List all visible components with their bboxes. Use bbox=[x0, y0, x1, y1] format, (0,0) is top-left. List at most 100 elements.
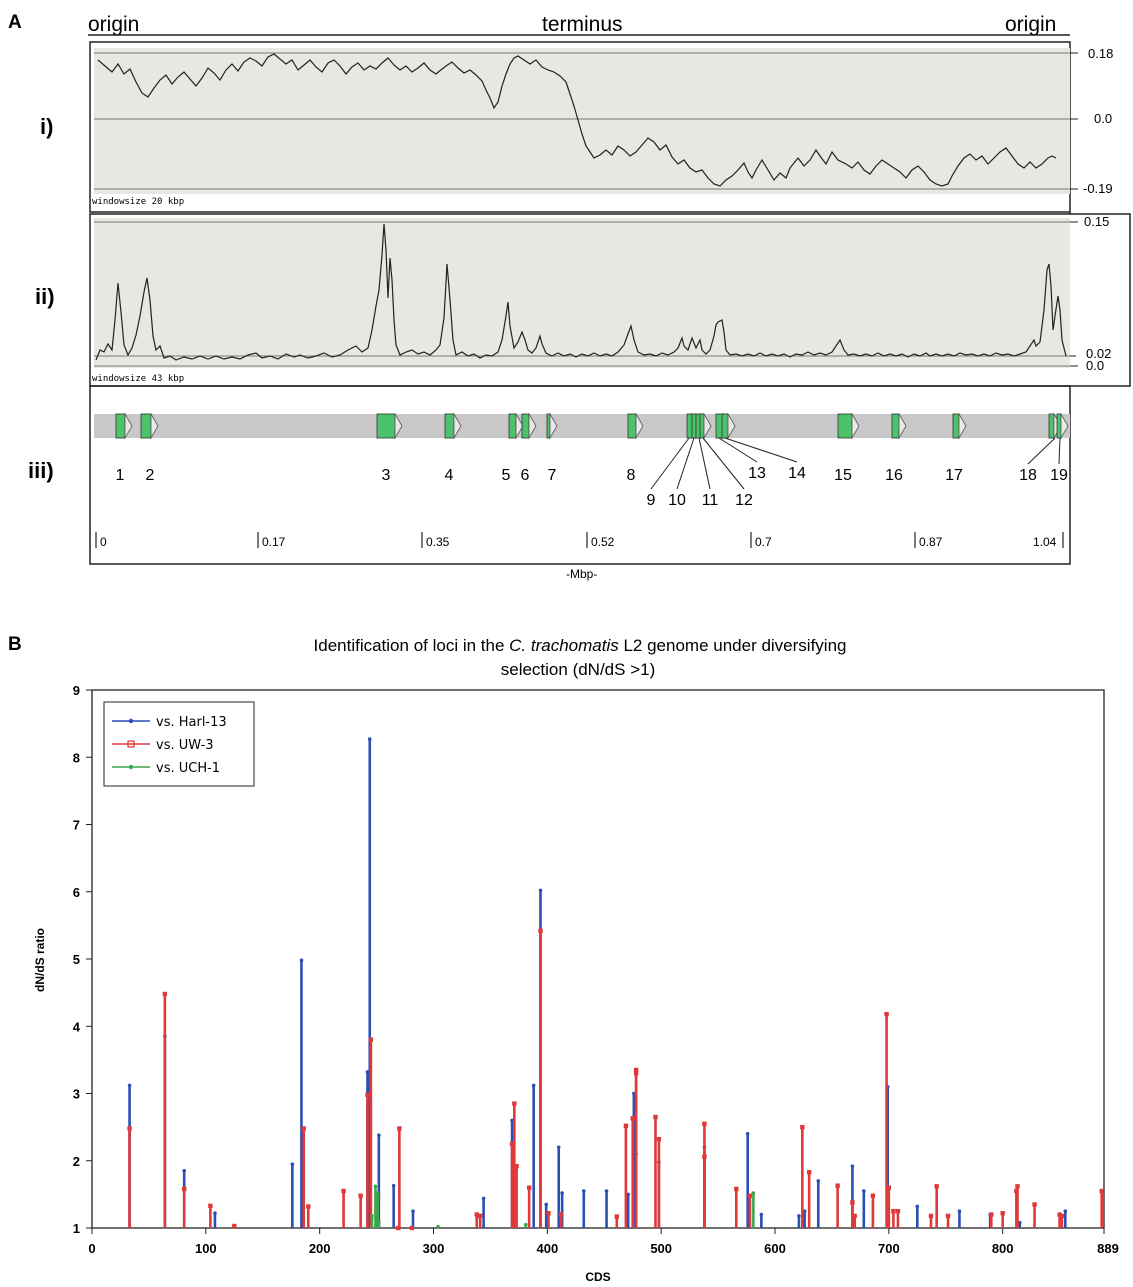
gene-block-16 bbox=[891, 413, 900, 439]
marker-1-14 bbox=[474, 1212, 479, 1217]
gene-arrow-7 bbox=[549, 412, 558, 440]
marker-0-37 bbox=[1063, 1209, 1068, 1213]
marker-1-9 bbox=[365, 1092, 370, 1098]
gc-skew-curve bbox=[97, 53, 1057, 187]
y-tick-label-5: 5 bbox=[73, 952, 80, 967]
legend-marker-2 bbox=[128, 764, 134, 770]
marker-1-41 bbox=[886, 1185, 892, 1190]
marker-1-45 bbox=[934, 1184, 939, 1189]
chart-plot-area bbox=[91, 689, 1105, 1229]
track-ii-plot bbox=[94, 218, 1070, 368]
gene-label-12: 12 bbox=[735, 492, 753, 509]
chart-legend: vs. Harl-13 vs. UW-3 vs. UCH-1 bbox=[103, 701, 255, 787]
gene-arrow-2 bbox=[150, 412, 159, 440]
marker-0-17 bbox=[560, 1191, 564, 1195]
marker-0-27 bbox=[797, 1214, 801, 1218]
marker-2-4 bbox=[436, 1224, 440, 1229]
row-label-ii: ii) bbox=[35, 284, 55, 309]
gene-label-16: 16 bbox=[885, 467, 903, 484]
gene-label-17: 17 bbox=[945, 467, 963, 484]
gene-block-8 bbox=[627, 413, 637, 439]
track-i-tick-top: 0.18 bbox=[1088, 46, 1113, 61]
marker-1-5 bbox=[301, 1126, 306, 1131]
chart-y-label: dN/dS ratio bbox=[33, 928, 47, 992]
gene-block-3 bbox=[376, 413, 396, 439]
marker-2-2 bbox=[375, 1191, 380, 1195]
marker-1-40 bbox=[884, 1011, 889, 1017]
marker-1-53 bbox=[1059, 1213, 1065, 1219]
marker-0-16 bbox=[556, 1145, 561, 1150]
mbp-tick-label-0: 0 bbox=[100, 535, 107, 549]
marker-1-3 bbox=[208, 1203, 213, 1209]
x-tick-label-200: 200 bbox=[309, 1241, 331, 1256]
marker-2-3 bbox=[377, 1219, 381, 1224]
genome-bar bbox=[94, 414, 1070, 438]
x-tick-label-400: 400 bbox=[536, 1241, 558, 1256]
marker-0-30 bbox=[850, 1164, 855, 1168]
marker-0-11 bbox=[481, 1196, 486, 1201]
gene-label-8: 8 bbox=[627, 467, 636, 484]
marker-1-27 bbox=[633, 1071, 639, 1076]
marker-1-49 bbox=[1015, 1184, 1020, 1189]
mbp-tick-label-5: 0.87 bbox=[919, 535, 943, 549]
marker-0-33 bbox=[915, 1204, 920, 1209]
gene-leader-18 bbox=[1027, 437, 1056, 465]
x-tick-label-700: 700 bbox=[878, 1241, 900, 1256]
marker-0-20 bbox=[626, 1192, 630, 1197]
marker-1-23 bbox=[614, 1214, 619, 1219]
x-tick-label-600: 600 bbox=[764, 1241, 786, 1256]
gene-block-4 bbox=[444, 413, 455, 439]
marker-1-32 bbox=[734, 1186, 739, 1192]
marker-1-4 bbox=[232, 1223, 237, 1229]
gene-arrow-5 bbox=[515, 412, 524, 440]
marker-1-35 bbox=[806, 1169, 812, 1175]
gene-label-2: 2 bbox=[146, 467, 155, 484]
track-ii-tick-top: 0.15 bbox=[1084, 214, 1109, 229]
track-iii-frame bbox=[89, 385, 1071, 565]
marker-0-6 bbox=[365, 1070, 370, 1074]
gene-arrow-15 bbox=[851, 412, 860, 440]
gene-label-18: 18 bbox=[1019, 467, 1037, 484]
marker-1-13 bbox=[409, 1225, 415, 1231]
gene-arrow-1 bbox=[124, 412, 133, 440]
marker-1-36 bbox=[835, 1183, 840, 1188]
marker-1-22 bbox=[558, 1212, 564, 1217]
marker-1-50 bbox=[1014, 1188, 1019, 1194]
gene-label-4: 4 bbox=[445, 467, 454, 484]
marker-1-15 bbox=[477, 1213, 483, 1219]
gene-leader-11 bbox=[698, 437, 711, 490]
marker-0-9 bbox=[391, 1183, 396, 1188]
gene-label-13: 13 bbox=[748, 465, 766, 482]
marker-1-34 bbox=[800, 1124, 805, 1130]
mbp-tick-label-4: 0.7 bbox=[755, 535, 772, 549]
chart-axes: 1 2 3 4 5 6 7 8 9 0 100 200 300 400 500 600 700 800 889 bbox=[73, 683, 1119, 1256]
gene-leader-10 bbox=[676, 437, 695, 490]
gene-block-19 bbox=[1056, 413, 1062, 439]
x-tick-label-0: 0 bbox=[88, 1241, 95, 1256]
gene-block-9 bbox=[686, 413, 693, 439]
legend-marker-0 bbox=[128, 718, 134, 724]
mbp-scale: 0 0.17 0.35 0.52 0.7 0.87 1.04 bbox=[95, 532, 1064, 549]
marker-1-17 bbox=[512, 1101, 517, 1106]
gene-block-1 bbox=[115, 413, 126, 439]
track-ii-tick-bottom: 0.0 bbox=[1086, 358, 1104, 373]
gene-block-10 bbox=[691, 413, 697, 439]
track-i-tick-zero: 0.0 bbox=[1094, 111, 1112, 126]
track-i-plot bbox=[94, 48, 1070, 194]
gene-leader-19 bbox=[1058, 437, 1061, 465]
y-tick-label-1: 1 bbox=[73, 1221, 80, 1236]
series-2 bbox=[370, 1184, 756, 1229]
marker-1-42 bbox=[891, 1208, 896, 1214]
marker-0-25 bbox=[745, 1132, 750, 1136]
legend-label-0: vs. Harl-13 bbox=[156, 715, 227, 730]
marker-0-28 bbox=[802, 1209, 807, 1213]
marker-2-0 bbox=[370, 1214, 374, 1218]
mbp-tick-label-1: 0.17 bbox=[262, 535, 286, 549]
track-ii-tick-mid: 0.02 bbox=[1086, 346, 1111, 361]
gene-leader-12 bbox=[702, 437, 745, 490]
gene-label-19: 19 bbox=[1050, 467, 1068, 484]
marker-1-44 bbox=[928, 1213, 934, 1219]
gene-leader-9 bbox=[650, 437, 690, 490]
marker-0-21 bbox=[632, 1091, 636, 1096]
